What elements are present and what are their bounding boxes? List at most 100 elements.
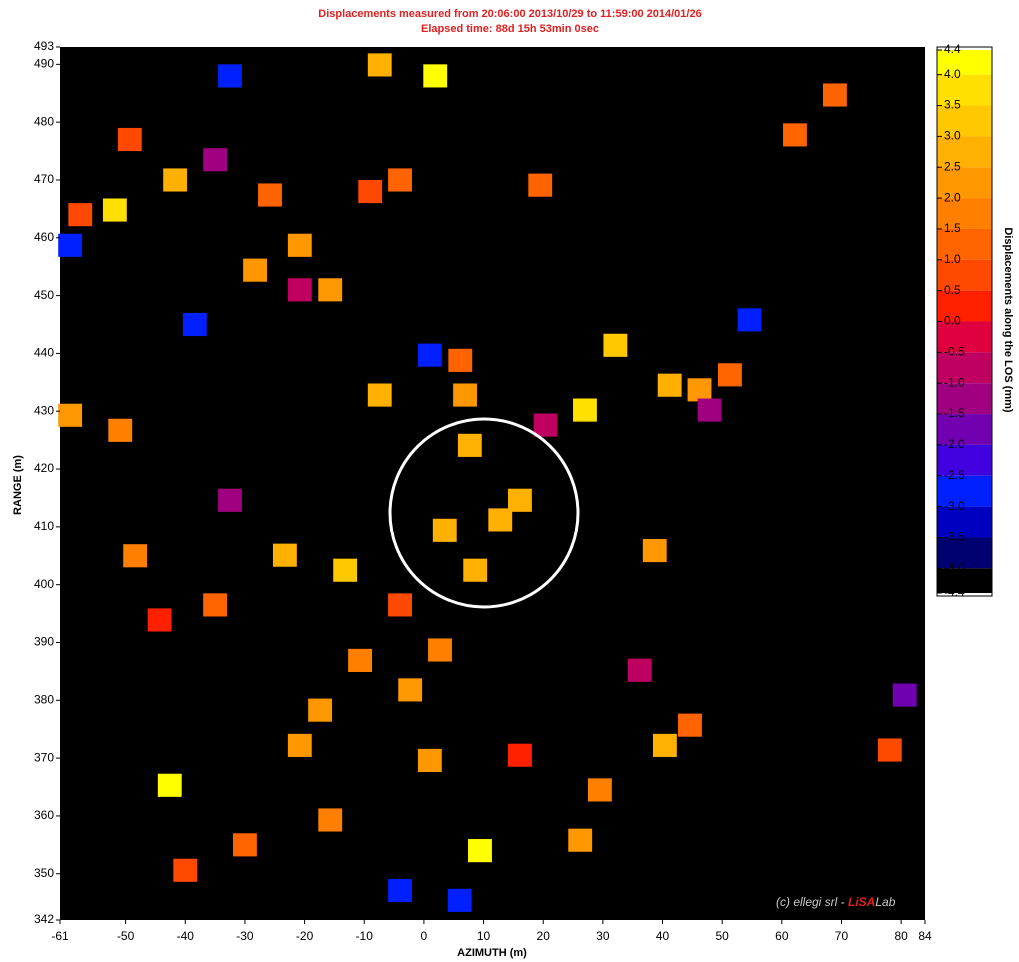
cell [678,714,702,737]
plot-area [60,47,925,920]
colorbar-tick-label: -3.0 [944,499,965,513]
cell [433,519,457,542]
cell [163,168,187,191]
colorbar-tick-label: -1.5 [944,406,965,420]
chart-subtitle: Elapsed time: 88d 15h 53min 0sec [421,23,599,35]
x-tick-label: 30 [596,929,610,943]
x-tick-label: 80 [894,929,908,943]
cell [288,234,312,257]
cell [528,174,552,197]
colorbar-tick-label: 3.5 [944,98,961,112]
cell [183,313,207,336]
x-tick-label: 84 [918,929,932,943]
y-tick-label: 360 [34,808,54,822]
cell [348,649,372,672]
y-tick-label: 440 [34,346,54,360]
cell [453,383,477,406]
cell [368,383,392,406]
cell [508,744,532,767]
cell [448,349,472,372]
x-tick-label: -20 [296,929,314,943]
cell [698,399,722,422]
cell [233,833,257,856]
y-tick-label: 410 [34,519,54,533]
x-tick-label: 40 [656,929,670,943]
y-axis-label: RANGE (m) [12,455,24,515]
cell [893,684,917,707]
colorbar-tick-label: 1.5 [944,221,961,235]
x-tick-label: 10 [477,929,491,943]
y-tick-label: 460 [34,230,54,244]
x-tick-label: 20 [537,929,551,943]
cell [58,234,82,257]
cell [258,183,282,206]
cell [388,168,412,191]
x-tick-label: -61 [51,929,69,943]
colorbar-tick-label: 0.0 [944,314,961,328]
colorbar-tick-label: -4.4 [944,585,965,599]
cell [823,83,847,106]
cell [288,278,312,301]
y-tick-label: 350 [34,866,54,880]
cell [658,374,682,397]
cell [203,148,227,171]
y-tick-label: 342 [34,912,54,926]
colorbar-tick-label: -2.0 [944,437,965,451]
cell [878,738,902,761]
chart: Displacements measured from 20:06:00 201… [0,0,1019,962]
cell [418,749,442,772]
colorbar-label: Displacements along the LOS (mm) [1002,227,1014,413]
x-tick-label: -30 [236,929,254,943]
cell [318,808,342,831]
cell [448,889,472,912]
y-tick-label: 370 [34,750,54,764]
cell [118,128,142,151]
cell [688,378,712,401]
colorbar-tick-label: 1.0 [944,252,961,266]
cell [653,734,677,757]
x-tick-label: -40 [177,929,195,943]
cell [158,774,182,797]
cell [468,839,492,862]
colorbar-tick-label: -0.5 [944,345,965,359]
colorbar-tick-label: 3.0 [944,129,961,143]
y-tick-label: 480 [34,114,54,128]
cell [243,259,267,282]
cell [388,593,412,616]
cell [123,544,147,567]
cell [218,64,242,87]
cell [318,278,342,301]
cell [218,489,242,512]
cell [388,879,412,902]
x-tick-label: -50 [117,929,135,943]
y-tick-label: 380 [34,692,54,706]
cell [173,859,197,882]
cell [588,778,612,801]
y-tick-label: 470 [34,172,54,186]
cell [568,829,592,852]
cell [783,123,807,146]
x-tick-label: 70 [835,929,849,943]
cell [333,559,357,582]
colorbar-tick-label: 0.5 [944,283,961,297]
colorbar-tick-label: 2.0 [944,190,961,204]
x-tick-label: -10 [356,929,374,943]
colorbar-tick-label: -3.5 [944,530,965,544]
colorbar-tick-label: 2.5 [944,159,961,173]
cell [643,539,667,562]
cell [718,363,742,386]
y-tick-label: 493 [34,39,54,53]
cell [358,180,382,203]
y-tick-label: 400 [34,577,54,591]
x-axis-label: AZIMUTH (m) [457,947,527,959]
credit: (c) ellegi srl - LiSALab [776,895,896,909]
y-tick-label: 490 [34,57,54,71]
cell [603,334,627,357]
cell [508,489,532,512]
cell [458,434,482,457]
cell [423,64,447,87]
cell [68,203,92,226]
cell [398,678,422,701]
y-tick-label: 390 [34,635,54,649]
colorbar-tick-label: 4.0 [944,67,961,81]
